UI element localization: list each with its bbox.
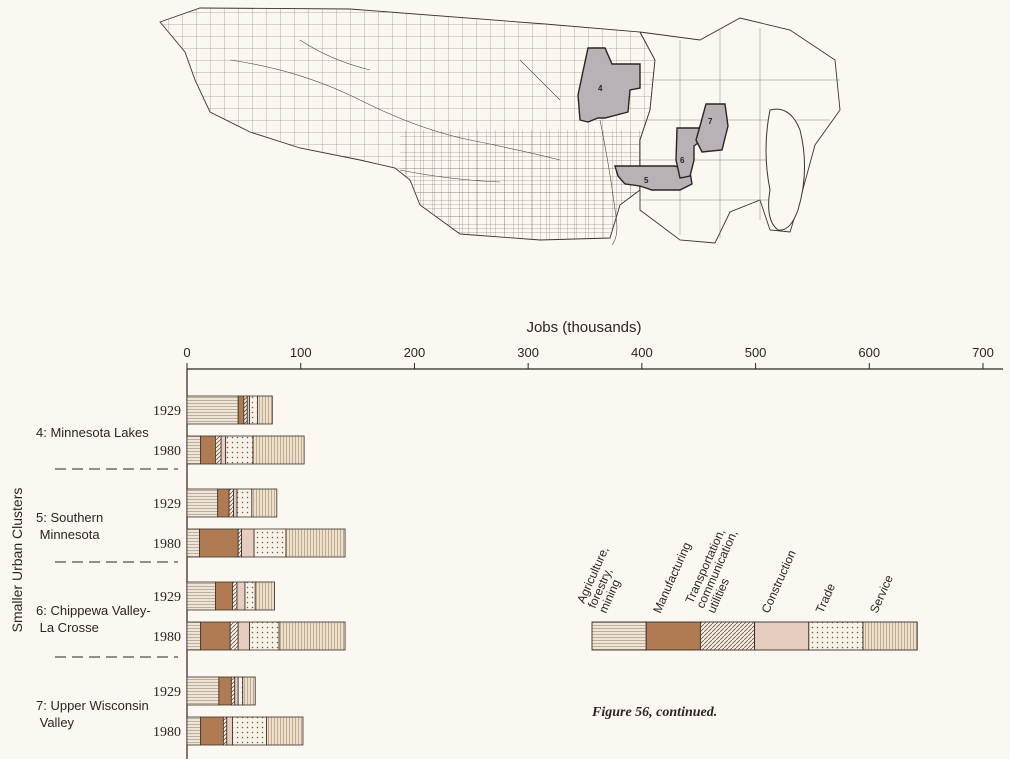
bar-segment	[215, 435, 222, 465]
year-label: 1980	[153, 725, 181, 740]
lake-michigan	[765, 108, 805, 231]
bar-segment	[253, 528, 287, 558]
legend-label: Manufacturing	[650, 540, 694, 615]
x-tick-label: 200	[404, 345, 426, 360]
legend-label: Transportation,communication,utilities	[682, 523, 751, 615]
bar-segment	[229, 621, 239, 651]
bar-segment	[266, 716, 304, 746]
x-tick-label: 300	[517, 345, 539, 360]
bar-segment	[217, 488, 230, 518]
bar-segment	[237, 676, 244, 706]
map-rivers	[229, 39, 618, 246]
legend-label: Agriculture,forestry,mining	[574, 544, 633, 615]
region-map: 4 5 6 7	[159, 7, 841, 246]
bar-segment	[186, 581, 216, 611]
bar-segment	[251, 488, 278, 518]
legend-label: Service	[867, 573, 896, 616]
bar-segment	[249, 621, 280, 651]
bar-segment	[186, 395, 239, 425]
figure-caption: Figure 56, continued.	[592, 705, 718, 720]
bar-segment	[200, 435, 216, 465]
cluster-5-label: 5	[644, 176, 649, 185]
bar-segment	[200, 621, 231, 651]
bar-segment	[220, 435, 227, 465]
bar-segment	[285, 528, 346, 558]
bar-segment	[186, 435, 202, 465]
cluster-label: 7: Upper Wisconsin Valley	[36, 698, 149, 730]
bar-segment	[215, 581, 233, 611]
bar-segment	[230, 676, 236, 706]
legend-swatch	[754, 621, 810, 651]
bar-segment	[237, 621, 250, 651]
bar-segment	[242, 676, 256, 706]
bar-segment	[222, 716, 228, 746]
x-tick-label: 0	[183, 345, 190, 360]
bar-segment	[232, 716, 268, 746]
bar-segment	[186, 716, 202, 746]
bar-segment	[200, 716, 224, 746]
bar-segment	[252, 435, 305, 465]
legend-label: Construction	[759, 548, 799, 615]
x-tick-label: 500	[745, 345, 767, 360]
legend-swatch	[808, 621, 864, 651]
bar-segment	[199, 528, 239, 558]
bar-segment	[237, 528, 242, 558]
bar-segment	[226, 716, 233, 746]
cluster-7-label: 7	[708, 117, 713, 126]
year-label: 1929	[153, 497, 181, 512]
bar-segment	[249, 395, 258, 425]
bar-segment	[278, 621, 346, 651]
x-tick-label: 400	[631, 345, 653, 360]
legend-swatch	[699, 621, 756, 651]
bar-segment	[244, 581, 256, 611]
bar-segment	[236, 488, 253, 518]
year-label: 1929	[153, 590, 181, 605]
chart-title: Jobs (thousands)	[526, 319, 641, 336]
legend-swatch	[862, 621, 918, 651]
cluster-4-region	[577, 47, 641, 123]
x-tick-label: 700	[972, 345, 994, 360]
bar-segment	[243, 395, 248, 425]
cluster-label: 6: Chippewa Valley- La Crosse	[36, 603, 151, 635]
y-axis-label: Smaller Urban Clusters	[9, 488, 25, 633]
cluster-6-label: 6	[680, 156, 685, 165]
cluster-label: 4: Minnesota Lakes	[36, 425, 149, 440]
bar-segment	[254, 581, 275, 611]
x-tick-label: 100	[290, 345, 312, 360]
legend-swatch	[645, 621, 701, 651]
year-label: 1980	[153, 630, 181, 645]
year-label: 1929	[153, 685, 181, 700]
bar-segment	[186, 676, 220, 706]
year-label: 1929	[153, 404, 181, 419]
bar-segment	[186, 488, 219, 518]
bar-segment	[237, 395, 245, 425]
cluster-4-label: 4	[598, 84, 603, 93]
bar-segment	[257, 395, 273, 425]
bar-segment	[234, 676, 239, 706]
bar-segment	[186, 621, 202, 651]
bar-segment	[225, 435, 254, 465]
cluster-7-region	[695, 103, 729, 153]
bar-segment	[218, 676, 232, 706]
bar-segment	[228, 488, 235, 518]
bar-segment	[232, 581, 238, 611]
bar-segment	[236, 581, 246, 611]
bar-segment	[186, 528, 200, 558]
bar-segment	[233, 488, 238, 518]
legend-swatch	[591, 621, 647, 651]
cluster-label: 5: Southern Minnesota	[36, 510, 103, 542]
x-tick-label: 600	[858, 345, 880, 360]
legend-label: Trade	[813, 581, 838, 615]
year-label: 1980	[153, 537, 181, 552]
year-label: 1980	[153, 444, 181, 459]
bar-segment	[241, 528, 255, 558]
